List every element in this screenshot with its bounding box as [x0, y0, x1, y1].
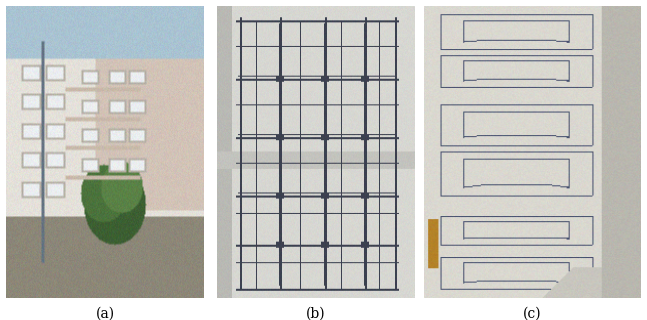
- Text: (a): (a): [96, 306, 115, 320]
- Text: (c): (c): [523, 306, 542, 320]
- Text: (b): (b): [305, 306, 325, 320]
